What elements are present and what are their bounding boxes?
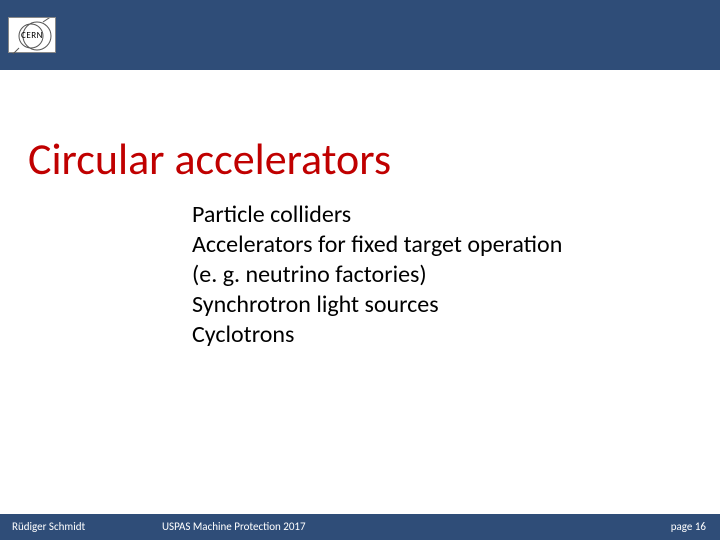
- slide-title: Circular accelerators: [28, 132, 720, 186]
- body-list: Particle colliders Accelerators for fixe…: [192, 200, 720, 350]
- header-bar: CERN: [0, 0, 720, 70]
- footer-page-number: page 16: [671, 514, 720, 540]
- cern-logo-text: CERN: [21, 30, 43, 41]
- footer-center: USPAS Machine Protection 2017: [150, 514, 671, 540]
- list-item: Cyclotrons: [192, 320, 720, 350]
- list-item: Accelerators for fixed target operation: [192, 230, 720, 260]
- list-item: Synchrotron light sources: [192, 290, 720, 320]
- list-item: (e. g. neutrino factories): [192, 260, 720, 290]
- footer-author: Rüdiger Schmidt: [0, 514, 150, 540]
- cern-logo: CERN: [8, 17, 56, 53]
- footer-bar: Rüdiger Schmidt USPAS Machine Protection…: [0, 514, 720, 540]
- list-item: Particle colliders: [192, 200, 720, 230]
